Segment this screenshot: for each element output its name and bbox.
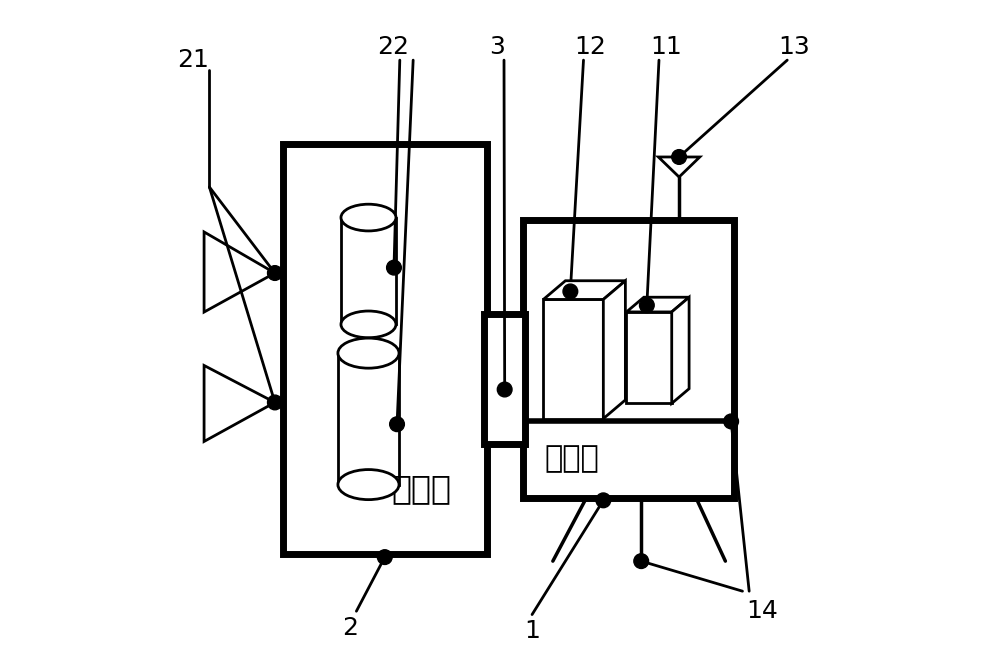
Text: 12: 12 [574,35,606,59]
Circle shape [724,414,738,429]
Bar [484,314,525,444]
Bar [523,220,734,498]
Ellipse shape [341,204,396,231]
Polygon shape [603,281,625,419]
Circle shape [639,298,654,313]
Text: 21: 21 [177,48,209,72]
Polygon shape [672,297,689,403]
Text: 1: 1 [524,619,540,643]
Bar [626,312,672,403]
Bar [543,299,603,419]
Circle shape [563,284,578,299]
Polygon shape [543,281,625,299]
Polygon shape [626,297,689,312]
Text: 2: 2 [342,616,358,640]
Text: 11: 11 [650,35,682,59]
Ellipse shape [338,338,399,368]
Polygon shape [204,365,275,442]
Circle shape [634,554,649,568]
Circle shape [497,382,512,397]
Bar [283,144,487,554]
Circle shape [268,266,282,281]
Circle shape [377,550,392,564]
Circle shape [268,395,282,409]
Circle shape [387,261,401,275]
Polygon shape [658,157,700,177]
Ellipse shape [338,470,399,500]
Text: 3: 3 [489,35,505,59]
Text: 22: 22 [377,35,409,59]
Circle shape [596,493,611,508]
Text: 14: 14 [747,599,778,623]
Text: 载荷舱: 载荷舱 [544,444,599,474]
Circle shape [672,150,686,164]
Ellipse shape [341,311,396,338]
Polygon shape [204,232,275,312]
Text: 13: 13 [778,35,810,59]
Circle shape [390,417,404,432]
Bar [338,353,399,484]
Bar [341,218,396,325]
Text: 平台舱: 平台舱 [391,472,451,505]
